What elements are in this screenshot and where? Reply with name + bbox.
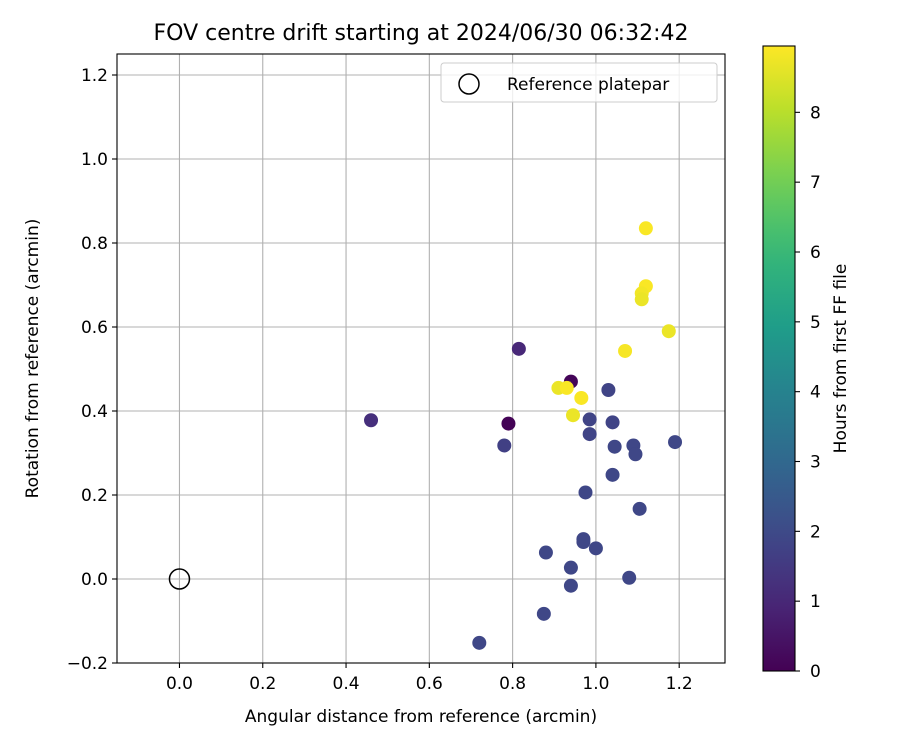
colorbar-tick-label: 4 (810, 383, 821, 403)
data-point (563, 578, 578, 593)
data-point (668, 435, 683, 450)
y-tick-label: 0.2 (81, 486, 108, 506)
data-point (511, 341, 526, 356)
x-tick-label: 0.8 (499, 674, 526, 694)
x-tick-label: 1.0 (582, 674, 609, 694)
data-point (472, 635, 487, 650)
data-point (574, 390, 589, 405)
reference-platepar-marker (168, 568, 191, 590)
data-point (661, 324, 676, 339)
data-point (632, 501, 647, 516)
data-point (563, 560, 578, 575)
colorbar-tick-label: 0 (810, 662, 821, 682)
data-point (364, 413, 379, 428)
data-point (622, 570, 637, 585)
data-point (638, 221, 653, 236)
data-point (628, 447, 643, 462)
data-point (559, 380, 574, 395)
data-point (634, 292, 649, 307)
x-tick-label: 0.0 (166, 674, 193, 694)
reference-marker-layer (168, 568, 191, 590)
y-tick-label: 0.6 (81, 318, 108, 338)
data-point (576, 535, 591, 550)
data-point (605, 467, 620, 482)
x-tick-label: 0.4 (333, 674, 360, 694)
y-tick-label: 1.2 (81, 66, 108, 86)
data-point (607, 439, 622, 454)
data-point (538, 545, 553, 560)
x-tick-label: 0.6 (416, 674, 443, 694)
legend-box (440, 62, 718, 103)
colorbar-tick-label: 2 (810, 522, 821, 542)
legend-marker-icon (458, 73, 480, 95)
plot-frame (116, 53, 726, 664)
data-point (582, 427, 597, 442)
y-tick-label: 0.4 (81, 402, 108, 422)
data-points (364, 221, 683, 650)
x-axis-label: Angular distance from reference (arcmin) (245, 707, 597, 727)
colorbar-label: Hours from first FF file (831, 264, 851, 454)
y-axis-ticks: −0.2 0.0 0.2 0.4 0.6 0.8 1.0 1.2 (67, 66, 117, 674)
data-point (605, 415, 620, 430)
y-tick-label: 0.8 (81, 234, 108, 254)
data-point (601, 383, 616, 397)
colorbar: 0 1 2 3 4 5 6 7 8 Hours from first FF file (762, 45, 851, 682)
legend-entry-reference-platepar: Reference platepar (507, 75, 669, 95)
y-axis-label: Rotation from reference (arcmin) (23, 219, 43, 499)
data-point (582, 412, 597, 427)
colorbar-tick-label: 5 (810, 313, 821, 333)
y-tick-label: −0.2 (67, 654, 108, 674)
colorbar-tick-label: 3 (810, 453, 821, 473)
colorbar-tick-label: 1 (810, 592, 821, 612)
x-axis-ticks: 0.0 0.2 0.4 0.6 0.8 1.0 1.2 (166, 663, 693, 694)
data-point (588, 541, 603, 556)
data-point (501, 416, 516, 431)
x-tick-label: 1.2 (666, 674, 693, 694)
colorbar-tick-label: 6 (810, 243, 821, 263)
legend: Reference platepar (440, 62, 718, 103)
data-point (566, 408, 580, 423)
colorbar-tick-label: 7 (810, 173, 821, 193)
y-tick-label: 0.0 (81, 570, 108, 590)
data-point (578, 485, 593, 500)
colorbar-gradient (762, 45, 796, 672)
data-point (497, 438, 512, 453)
x-tick-label: 0.2 (249, 674, 276, 694)
colorbar-ticks: 0 1 2 3 4 5 6 7 8 (795, 103, 821, 682)
data-point (618, 343, 633, 358)
data-point (536, 606, 551, 621)
y-tick-label: 1.0 (81, 150, 108, 170)
grid-lines (117, 54, 725, 664)
chart-title: FOV centre drift starting at 2024/06/30 … (154, 21, 689, 46)
colorbar-tick-label: 8 (810, 103, 821, 123)
